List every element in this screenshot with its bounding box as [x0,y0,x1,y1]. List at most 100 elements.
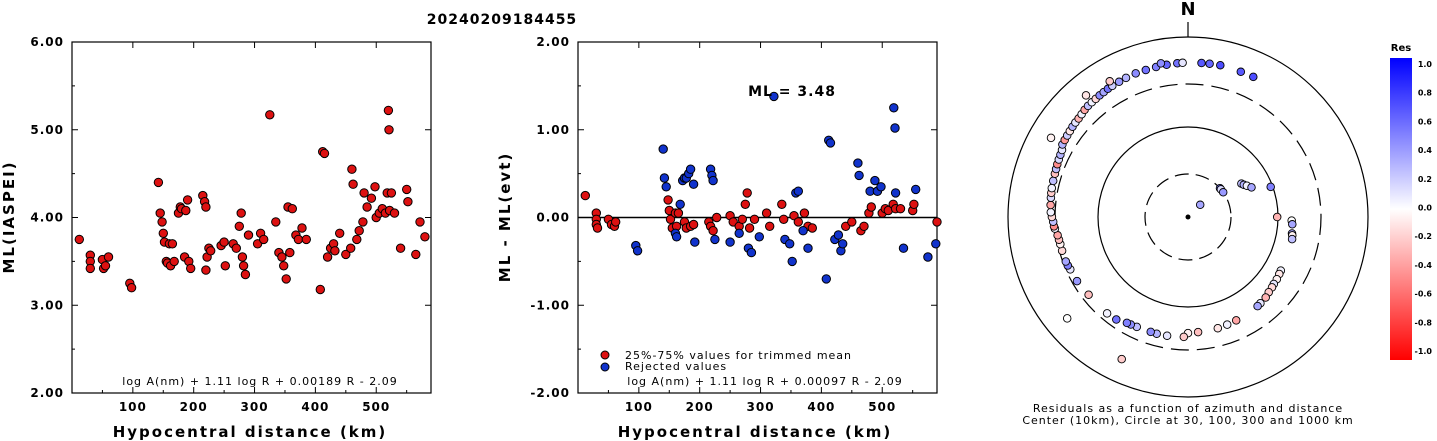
legend-label-trimmed: 25%-75% values for trimmed mean [625,349,852,362]
residual-point [1114,77,1124,87]
center-marker [1185,214,1191,220]
data-point [158,228,169,239]
data-point [236,208,246,218]
residual-point [1236,67,1246,77]
residual-point [1213,323,1223,333]
data-point [279,261,289,271]
data-point [911,184,921,195]
data-point [890,123,900,133]
data-point [415,217,425,227]
x-tick-label: 300 [241,400,269,414]
data-point [853,158,863,168]
data-point [761,208,772,218]
data-point [220,261,231,271]
data-point [740,199,750,210]
data-point [352,234,362,245]
data-point [265,110,275,120]
data-point [665,214,676,225]
data-point [793,217,803,227]
data-point [277,252,287,262]
data-point [663,195,673,205]
data-point [932,217,942,227]
x-tick-label: 300 [747,400,775,414]
y-tick-label: 2.00 [30,386,64,400]
colorbar-tick-label: 1.0 [1418,60,1433,69]
residual-point [1117,354,1126,364]
data-point [866,202,876,212]
colorbar-tick-label: 0.4 [1418,146,1433,155]
data-point [103,252,114,262]
data-point [206,246,216,256]
data-point [169,256,179,267]
data-points [580,91,942,284]
x-tick-label: 100 [625,400,653,414]
axis-ticks: 100 200 300 400 500 2.00 3.00 4.00 5.00 6.00 [30,35,431,414]
data-point [330,246,340,256]
residual-point [1141,65,1151,75]
data-point [366,193,377,203]
data-point [690,237,700,247]
residual-point [1048,176,1058,186]
data-point [742,188,752,198]
data-point [285,247,295,258]
data-point [859,221,869,232]
colorbar-tick-label: -0.2 [1415,232,1433,241]
legend-marker-rejected [600,362,610,372]
x-axis-label: Hypocentral distance (km) [618,423,893,441]
residual-point [1047,183,1057,193]
ml-annotation: ML = 3.48 [748,84,836,100]
data-point [231,243,242,253]
residual-point [1131,69,1140,78]
residual-point [1218,188,1228,197]
residual-point [1081,91,1091,100]
data-point [580,190,590,201]
y-tick-label: 2.00 [536,35,570,49]
colorbar-tick-label: 0.0 [1418,204,1433,213]
residual-point [1046,200,1055,210]
data-point [798,226,808,236]
panel-azimuth-residuals: N Residuals as a function of azimuth and… [1007,0,1433,427]
residual-point [1102,309,1112,318]
residual-point [1197,58,1206,68]
y-tick-label: 4.00 [30,211,64,225]
x-tick-label: 400 [301,400,329,414]
data-point [322,252,333,262]
colorbar-tick-label: 0.2 [1418,175,1432,184]
y-tick-label: 5.00 [30,123,64,137]
data-point [420,232,430,242]
figure-title: 20240209184455 [427,12,577,28]
data-point [219,237,229,247]
data-point [658,144,668,154]
x-tick-label: 500 [868,400,896,414]
data-point [923,252,933,262]
data-point [661,182,671,192]
data-point [100,261,111,271]
residual-point [1178,58,1187,68]
residual-point [1105,77,1114,86]
data-point [259,234,269,245]
data-point [155,208,165,218]
residual-point [1287,234,1297,244]
data-point [297,223,307,233]
data-point [744,223,755,233]
data-point [725,237,735,247]
data-point [281,274,291,284]
data-point [201,265,211,275]
data-point [737,214,747,225]
x-tick-label: 500 [362,400,390,414]
data-point [673,208,684,218]
data-point [182,195,193,205]
data-point [358,217,368,227]
data-point [746,247,757,258]
data-point [386,188,397,198]
data-point [803,243,813,253]
data-point [821,274,831,284]
residual-point [1146,327,1155,337]
data-point [293,234,304,245]
residual-point [1193,327,1203,337]
data-point [402,184,412,195]
data-point [889,103,899,113]
residual-point [1162,331,1172,340]
residual-point [1061,257,1071,266]
data-point [384,125,394,135]
